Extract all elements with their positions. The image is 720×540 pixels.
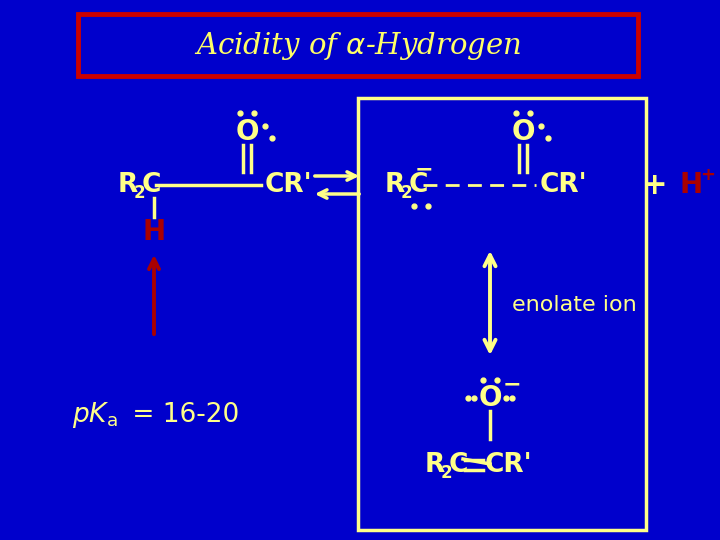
Text: O: O	[478, 384, 502, 412]
Text: p$K_\mathrm{a}$: p$K_\mathrm{a}$	[72, 400, 118, 430]
Text: 2: 2	[134, 184, 145, 202]
Text: R: R	[385, 172, 405, 198]
Text: C: C	[409, 172, 428, 198]
Text: H: H	[680, 171, 703, 199]
Text: = 16-20: = 16-20	[124, 402, 239, 428]
Text: R: R	[425, 452, 445, 478]
Text: CR': CR'	[265, 172, 312, 198]
Text: CR': CR'	[485, 452, 533, 478]
Text: C: C	[449, 452, 469, 478]
Text: Acidity of $\alpha$-Hydrogen: Acidity of $\alpha$-Hydrogen	[194, 30, 522, 62]
Bar	[78, 14, 638, 76]
Text: 2: 2	[441, 464, 453, 482]
Text: R: R	[118, 172, 138, 198]
Text: 2: 2	[401, 184, 413, 202]
Text: −: −	[503, 374, 521, 394]
Text: O: O	[235, 118, 258, 146]
Bar	[358, 98, 646, 530]
Text: enolate ion: enolate ion	[512, 295, 636, 315]
Text: −: −	[415, 159, 433, 179]
Text: H: H	[143, 218, 166, 246]
Text: O: O	[511, 118, 535, 146]
Text: C: C	[142, 172, 161, 198]
Text: CR': CR'	[540, 172, 588, 198]
Text: +: +	[642, 171, 668, 199]
Text: +: +	[700, 166, 715, 184]
